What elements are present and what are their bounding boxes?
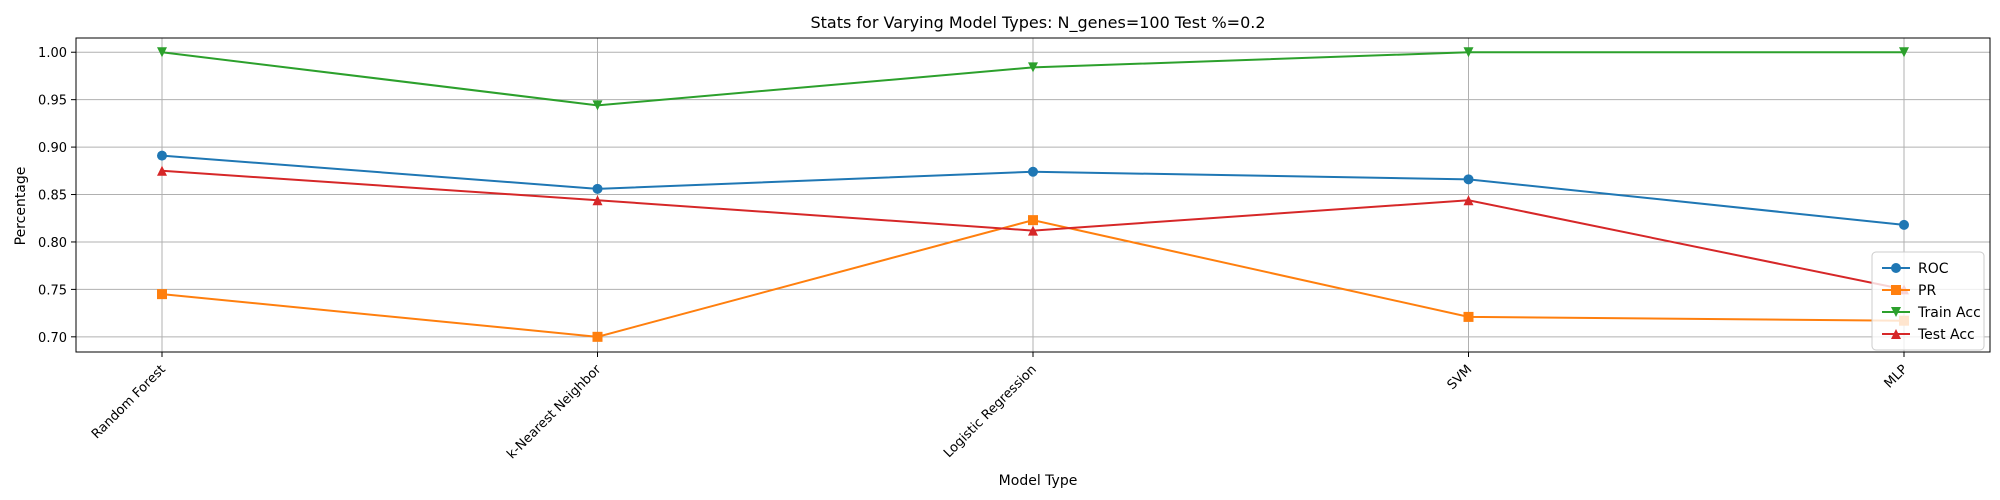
series-layer [157,47,1909,342]
data-point-roc [592,183,603,194]
y-tick-label: 0.70 [38,331,67,346]
data-point-test-acc [1028,225,1038,236]
y-axis-label: Percentage [13,167,29,246]
y-tick-label: 1.00 [38,46,67,61]
data-point-test-acc [592,195,603,206]
legend-item-train-acc: Train Acc [1882,305,1981,321]
legend-item-test-acc: Test Acc [1882,327,1975,343]
x-axis-label: Model Type [999,473,1078,489]
series-roc [157,150,1909,230]
legend-marker [1891,307,1901,317]
data-point-roc [1463,174,1474,185]
grid-lines [76,38,1990,352]
legend-item-pr: PR [1882,283,1936,299]
legend-marker [1891,285,1901,295]
series-test-acc [157,165,1909,295]
data-point-train-acc [1028,62,1038,73]
y-tick-label: 0.80 [38,236,67,251]
data-point-roc [1899,219,1909,230]
y-tick-label: 0.95 [38,94,67,109]
data-point-train-acc [592,100,603,111]
y-tick-label: 0.90 [38,141,67,156]
data-point-train-acc [157,47,167,58]
legend: ROC PR Train Acc Test Acc [1871,251,1985,351]
data-point-test-acc [1463,195,1474,206]
data-point-train-acc [1899,47,1909,58]
series-train-acc [157,47,1909,111]
legend-item-roc: ROC [1882,261,1949,277]
legend-label: PR [1918,283,1936,299]
data-point-pr [1028,215,1038,226]
data-point-pr [1463,311,1474,322]
chart-title: Stats for Varying Model Types: N_genes=1… [810,13,1265,33]
legend-marker [1891,329,1901,339]
legend-label: Test Acc [1917,327,1975,343]
data-point-pr [592,331,603,342]
data-point-pr [157,289,167,300]
legend-label: Train Acc [1917,305,1981,321]
legend-marker [1891,263,1901,273]
legend-label: ROC [1918,261,1949,277]
data-point-train-acc [1463,47,1474,58]
data-point-test-acc [157,165,167,176]
data-point-roc [1028,166,1038,177]
y-tick-label: 0.75 [38,283,67,298]
data-point-roc [157,150,167,161]
y-tick-label: 0.85 [38,189,67,204]
legend-box [1871,251,1985,351]
